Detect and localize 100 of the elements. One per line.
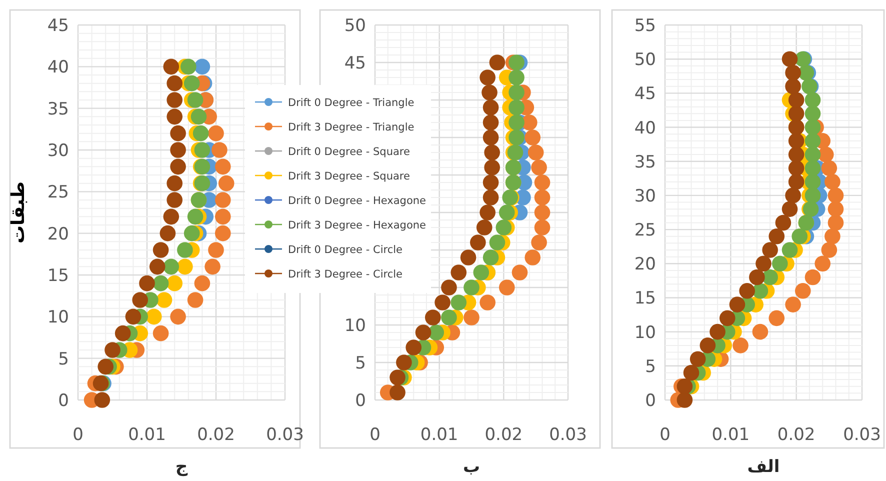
point — [187, 92, 204, 108]
legend-label: Drift 0 Degree - Triangle — [288, 97, 414, 109]
point — [788, 174, 804, 190]
point — [749, 269, 765, 286]
point — [187, 292, 204, 308]
point — [166, 275, 182, 292]
point — [484, 144, 500, 160]
point — [788, 92, 804, 108]
point — [482, 174, 499, 190]
x-tick-label: 0.02 — [777, 425, 816, 445]
point — [828, 201, 844, 217]
point — [480, 294, 496, 310]
x-tick-label: 0 — [660, 425, 670, 445]
point — [788, 133, 804, 149]
point — [184, 225, 200, 242]
x-tick-label: 0.02 — [197, 425, 235, 445]
point — [785, 296, 801, 312]
point — [804, 188, 821, 204]
point — [814, 256, 830, 272]
x-axis-title: ب — [462, 457, 480, 477]
point — [804, 146, 821, 162]
point — [489, 234, 506, 250]
point — [441, 280, 457, 296]
point — [208, 242, 224, 258]
point — [739, 283, 755, 299]
point — [752, 324, 768, 340]
point — [489, 54, 506, 70]
x-tick-label: 0.03 — [266, 425, 304, 445]
point — [464, 310, 480, 326]
point — [804, 92, 821, 108]
point — [732, 338, 748, 354]
x-tick-label: 0 — [72, 425, 84, 445]
point — [676, 392, 693, 408]
point — [215, 225, 231, 242]
point — [480, 204, 496, 220]
x-tick-label: 0.01 — [420, 425, 458, 445]
point — [534, 190, 550, 206]
point — [804, 133, 821, 149]
point — [804, 119, 821, 136]
point — [204, 258, 220, 275]
point — [166, 175, 182, 192]
legend-label: Drift 3 Degree - Triangle — [288, 122, 414, 134]
point — [531, 234, 547, 250]
y-tick-label: 15 — [47, 266, 69, 286]
point — [470, 234, 486, 250]
point — [163, 208, 180, 225]
point — [473, 264, 490, 280]
point — [768, 228, 785, 244]
point — [788, 146, 804, 162]
point — [390, 370, 406, 386]
y-tick-label: 25 — [634, 220, 656, 241]
point — [508, 70, 524, 86]
point — [772, 256, 788, 272]
point — [396, 354, 412, 370]
point — [775, 214, 792, 231]
point — [762, 269, 778, 286]
point — [534, 174, 550, 190]
point — [406, 340, 422, 356]
x-tick-label: 0.02 — [484, 425, 523, 445]
point — [208, 125, 224, 142]
y-tick-label: 15 — [634, 288, 656, 309]
y-tick-label: 10 — [634, 322, 656, 343]
point — [194, 142, 210, 158]
point — [139, 275, 155, 292]
y-tick-label: 5 — [58, 349, 69, 370]
point — [482, 114, 499, 130]
point — [132, 292, 148, 308]
point — [114, 325, 131, 342]
point — [156, 292, 172, 308]
x-tick-label: 0.01 — [128, 425, 166, 445]
point — [152, 275, 169, 292]
point — [460, 250, 476, 266]
point — [524, 130, 541, 146]
point — [508, 54, 524, 70]
point — [756, 256, 772, 272]
point — [785, 188, 801, 204]
point — [215, 158, 231, 175]
y-tick-label: 40 — [634, 118, 656, 138]
y-tick-label: 50 — [634, 50, 656, 70]
point — [152, 325, 169, 342]
point — [166, 92, 182, 108]
legend-label: Drift 0 Degree - Square — [288, 146, 410, 158]
point — [184, 75, 200, 92]
point — [690, 351, 706, 367]
point — [177, 242, 193, 258]
y-tick-label: 20 — [47, 224, 69, 244]
point — [180, 58, 196, 75]
legend-label: Drift 0 Degree - Circle — [288, 244, 402, 256]
point — [450, 294, 467, 310]
point — [125, 308, 142, 325]
point — [496, 220, 512, 236]
point — [98, 358, 114, 375]
point — [187, 208, 204, 225]
point — [710, 324, 726, 340]
y-tick-label: 5 — [355, 354, 366, 374]
x-tick-label: 0 — [370, 425, 380, 445]
point — [482, 130, 499, 146]
point — [166, 75, 182, 92]
point — [194, 275, 210, 292]
point — [824, 174, 840, 190]
